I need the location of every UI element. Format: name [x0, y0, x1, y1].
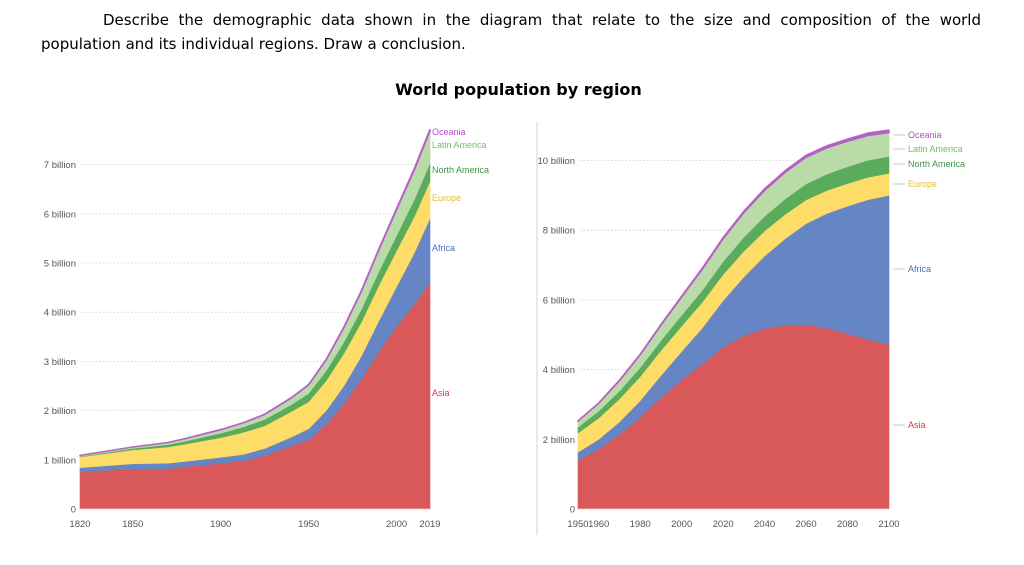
left-y-tick-label: 6 billion	[44, 209, 76, 220]
left-region-label-asia: Asia	[432, 388, 450, 398]
right-x-tick-label: 2080	[837, 519, 858, 530]
right-area-oceania	[577, 129, 890, 423]
right-x-tick-label: 1960	[588, 519, 609, 530]
task-instruction: Describe the demographic data shown in t…	[41, 11, 981, 53]
right-region-label-europe: Europe	[908, 179, 937, 189]
left-region-label-africa: Africa	[432, 243, 455, 253]
right-region-label-north-america: North America	[908, 159, 965, 169]
left-region-label-latin-america: Latin America	[432, 140, 487, 150]
left-x-tick-label: 1900	[210, 519, 231, 530]
left-y-tick-label: 3 billion	[44, 357, 76, 368]
left-region-label-oceania: Oceania	[432, 127, 466, 137]
left-region-label-north-america: North America	[432, 165, 489, 175]
right-x-tick-label: 1980	[630, 519, 651, 530]
left-x-tick-label: 1950	[298, 519, 319, 530]
right-x-tick-label: 2060	[795, 519, 816, 530]
right-x-tick-label: 2000	[671, 519, 692, 530]
right-x-tick-label: 2040	[754, 519, 775, 530]
right-region-label-africa: Africa	[908, 264, 931, 274]
left-x-tick-label: 2000	[386, 519, 407, 530]
left-region-label-europe: Europe	[432, 193, 461, 203]
left-area-oceania	[79, 128, 431, 457]
right-y-tick-label: 4 billion	[543, 365, 575, 376]
left-x-tick-label: 1820	[69, 519, 90, 530]
right-region-label-latin-america: Latin America	[908, 144, 963, 154]
left-y-tick-label: 4 billion	[44, 308, 76, 319]
right-region-label-asia: Asia	[908, 420, 926, 430]
right-region-label-oceania: Oceania	[908, 130, 942, 140]
left-y-tick-label: 7 billion	[44, 160, 76, 171]
right-y-tick-label: 6 billion	[543, 295, 575, 306]
left-x-tick-label: 1850	[122, 519, 143, 530]
left-y-tick-label: 2 billion	[44, 406, 76, 417]
left-x-tick-label: 2019	[419, 519, 440, 530]
left-y-tick-label: 0	[71, 505, 76, 516]
figure-title: World population by region	[395, 80, 642, 99]
right-y-tick-label: 0	[570, 505, 575, 516]
right-x-tick-label: 2100	[878, 519, 899, 530]
right-x-tick-label: 2020	[713, 519, 734, 530]
right-y-tick-label: 2 billion	[543, 435, 575, 446]
left-y-tick-label: 5 billion	[44, 259, 76, 270]
left-y-tick-label: 1 billion	[44, 455, 76, 466]
right-y-tick-label: 10 billion	[538, 156, 576, 167]
right-x-tick-label: 1950	[567, 519, 588, 530]
right-y-tick-label: 8 billion	[543, 226, 575, 237]
